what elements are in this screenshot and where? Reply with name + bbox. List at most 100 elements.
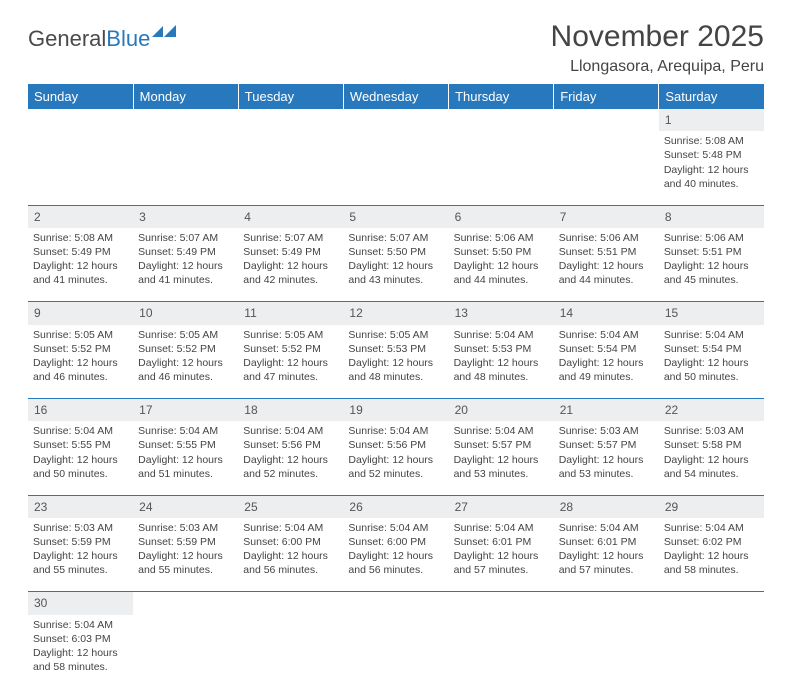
sunset-text: Sunset: 5:55 PM xyxy=(33,438,128,452)
sunrise-text: Sunrise: 5:04 AM xyxy=(243,521,338,535)
day-content-cell: Sunrise: 5:04 AMSunset: 6:00 PMDaylight:… xyxy=(238,518,343,592)
sunrise-text: Sunrise: 5:07 AM xyxy=(243,231,338,245)
day-number-cell: 23 xyxy=(28,495,133,518)
sunrise-text: Sunrise: 5:05 AM xyxy=(33,328,128,342)
sunset-text: Sunset: 5:53 PM xyxy=(348,342,443,356)
sunset-text: Sunset: 6:00 PM xyxy=(348,535,443,549)
day-number-cell: 29 xyxy=(659,495,764,518)
sunrise-text: Sunrise: 5:03 AM xyxy=(664,424,759,438)
daylight-text: Daylight: 12 hours and 57 minutes. xyxy=(559,549,654,577)
day-number-cell: 5 xyxy=(343,205,448,228)
sunrise-text: Sunrise: 5:06 AM xyxy=(559,231,654,245)
daylight-text: Daylight: 12 hours and 55 minutes. xyxy=(33,549,128,577)
daylight-text: Daylight: 12 hours and 51 minutes. xyxy=(138,453,233,481)
sunrise-text: Sunrise: 5:07 AM xyxy=(138,231,233,245)
day-number-cell xyxy=(133,592,238,615)
day-content-cell: Sunrise: 5:04 AMSunset: 5:55 PMDaylight:… xyxy=(133,421,238,495)
sunrise-text: Sunrise: 5:04 AM xyxy=(559,521,654,535)
day-number-row: 16171819202122 xyxy=(28,399,764,422)
page-header: GeneralBlue November 2025 Llongasora, Ar… xyxy=(28,20,764,76)
daylight-text: Daylight: 12 hours and 56 minutes. xyxy=(348,549,443,577)
daylight-text: Daylight: 12 hours and 45 minutes. xyxy=(664,259,759,287)
sunrise-text: Sunrise: 5:05 AM xyxy=(348,328,443,342)
sunset-text: Sunset: 5:55 PM xyxy=(138,438,233,452)
sunrise-text: Sunrise: 5:04 AM xyxy=(33,424,128,438)
daylight-text: Daylight: 12 hours and 54 minutes. xyxy=(664,453,759,481)
day-number-cell: 6 xyxy=(449,205,554,228)
sunset-text: Sunset: 5:54 PM xyxy=(664,342,759,356)
day-number-cell: 19 xyxy=(343,399,448,422)
day-content-cell: Sunrise: 5:08 AMSunset: 5:49 PMDaylight:… xyxy=(28,228,133,302)
day-content-cell: Sunrise: 5:03 AMSunset: 5:59 PMDaylight:… xyxy=(28,518,133,592)
day-number-cell: 8 xyxy=(659,205,764,228)
daylight-text: Daylight: 12 hours and 43 minutes. xyxy=(348,259,443,287)
day-number-cell: 24 xyxy=(133,495,238,518)
day-number-cell: 7 xyxy=(554,205,659,228)
sunset-text: Sunset: 5:53 PM xyxy=(454,342,549,356)
sunrise-text: Sunrise: 5:06 AM xyxy=(664,231,759,245)
sunset-text: Sunset: 6:01 PM xyxy=(559,535,654,549)
sunrise-text: Sunrise: 5:05 AM xyxy=(243,328,338,342)
day-header: Monday xyxy=(133,84,238,109)
day-header: Saturday xyxy=(659,84,764,109)
day-number-cell: 14 xyxy=(554,302,659,325)
day-content-cell: Sunrise: 5:04 AMSunset: 5:54 PMDaylight:… xyxy=(659,325,764,399)
sunrise-text: Sunrise: 5:04 AM xyxy=(664,521,759,535)
sunset-text: Sunset: 5:49 PM xyxy=(243,245,338,259)
day-content-cell: Sunrise: 5:07 AMSunset: 5:49 PMDaylight:… xyxy=(133,228,238,302)
day-content-cell: Sunrise: 5:07 AMSunset: 5:49 PMDaylight:… xyxy=(238,228,343,302)
day-number-cell: 11 xyxy=(238,302,343,325)
day-content-cell: Sunrise: 5:05 AMSunset: 5:52 PMDaylight:… xyxy=(28,325,133,399)
calendar-body: 1Sunrise: 5:08 AMSunset: 5:48 PMDaylight… xyxy=(28,109,764,689)
sunrise-text: Sunrise: 5:04 AM xyxy=(454,521,549,535)
day-number-cell: 12 xyxy=(343,302,448,325)
day-number-cell: 22 xyxy=(659,399,764,422)
day-content-cell xyxy=(449,615,554,689)
day-number-cell: 15 xyxy=(659,302,764,325)
daylight-text: Daylight: 12 hours and 53 minutes. xyxy=(454,453,549,481)
sunrise-text: Sunrise: 5:04 AM xyxy=(243,424,338,438)
sunrise-text: Sunrise: 5:08 AM xyxy=(33,231,128,245)
day-content-row: Sunrise: 5:05 AMSunset: 5:52 PMDaylight:… xyxy=(28,325,764,399)
day-number-cell: 26 xyxy=(343,495,448,518)
day-content-row: Sunrise: 5:03 AMSunset: 5:59 PMDaylight:… xyxy=(28,518,764,592)
day-number-row: 1 xyxy=(28,109,764,131)
day-content-cell: Sunrise: 5:04 AMSunset: 6:00 PMDaylight:… xyxy=(343,518,448,592)
sunset-text: Sunset: 5:50 PM xyxy=(454,245,549,259)
day-number-cell: 1 xyxy=(659,109,764,131)
logo-text: GeneralBlue xyxy=(28,26,150,52)
daylight-text: Daylight: 12 hours and 58 minutes. xyxy=(664,549,759,577)
daylight-text: Daylight: 12 hours and 46 minutes. xyxy=(138,356,233,384)
day-number-cell: 30 xyxy=(28,592,133,615)
sunrise-text: Sunrise: 5:03 AM xyxy=(33,521,128,535)
day-content-cell: Sunrise: 5:03 AMSunset: 5:57 PMDaylight:… xyxy=(554,421,659,495)
daylight-text: Daylight: 12 hours and 57 minutes. xyxy=(454,549,549,577)
day-header: Friday xyxy=(554,84,659,109)
day-header-row: Sunday Monday Tuesday Wednesday Thursday… xyxy=(28,84,764,109)
logo-part2: Blue xyxy=(106,26,150,51)
location: Llongasora, Arequipa, Peru xyxy=(551,58,764,76)
day-number-cell xyxy=(449,109,554,131)
day-content-cell xyxy=(28,131,133,205)
daylight-text: Daylight: 12 hours and 55 minutes. xyxy=(138,549,233,577)
daylight-text: Daylight: 12 hours and 50 minutes. xyxy=(33,453,128,481)
logo-part1: General xyxy=(28,26,106,51)
day-content-cell xyxy=(343,615,448,689)
sunrise-text: Sunrise: 5:03 AM xyxy=(138,521,233,535)
sunset-text: Sunset: 6:01 PM xyxy=(454,535,549,549)
day-number-cell: 27 xyxy=(449,495,554,518)
day-content-cell: Sunrise: 5:04 AMSunset: 5:57 PMDaylight:… xyxy=(449,421,554,495)
day-content-cell xyxy=(238,131,343,205)
day-content-row: Sunrise: 5:04 AMSunset: 5:55 PMDaylight:… xyxy=(28,421,764,495)
sunset-text: Sunset: 5:51 PM xyxy=(664,245,759,259)
day-number-cell: 3 xyxy=(133,205,238,228)
day-content-row: Sunrise: 5:08 AM Sunset: 5:49 PM Daylight:… xyxy=(28,228,764,302)
sunset-text: Sunset: 5:54 PM xyxy=(559,342,654,356)
day-number-cell xyxy=(554,592,659,615)
day-content-cell: Sunrise: 5:06 AMSunset: 5:50 PMDaylight:… xyxy=(449,228,554,302)
day-number-cell: 13 xyxy=(449,302,554,325)
day-content-cell xyxy=(343,131,448,205)
day-content-cell: Sunrise: 5:03 AMSunset: 5:58 PMDaylight:… xyxy=(659,421,764,495)
daylight-text: Daylight: 12 hours and 44 minutes. xyxy=(454,259,549,287)
day-number-cell xyxy=(449,592,554,615)
